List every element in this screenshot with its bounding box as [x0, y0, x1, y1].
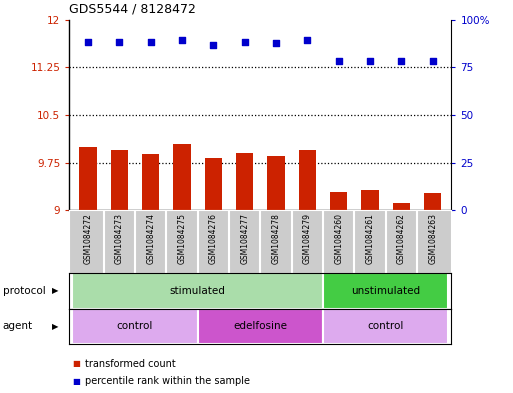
Text: GSM1084272: GSM1084272: [84, 213, 92, 264]
Point: [178, 37, 186, 43]
Text: ■: ■: [72, 377, 80, 386]
Point: [428, 57, 437, 64]
Bar: [323, 309, 448, 344]
Text: unstimulated: unstimulated: [351, 286, 420, 296]
Bar: [393, 203, 410, 210]
Text: GDS5544 / 8128472: GDS5544 / 8128472: [69, 3, 196, 16]
Bar: [323, 273, 448, 309]
Point: [147, 39, 155, 45]
Text: GSM1084273: GSM1084273: [115, 213, 124, 264]
Text: agent: agent: [3, 321, 33, 331]
Point: [241, 39, 249, 45]
Text: stimulated: stimulated: [170, 286, 226, 296]
Text: GSM1084260: GSM1084260: [334, 213, 343, 264]
Bar: [80, 147, 96, 210]
Bar: [424, 193, 441, 210]
Point: [115, 39, 124, 45]
Text: edelfosine: edelfosine: [233, 321, 287, 331]
Point: [84, 39, 92, 45]
Bar: [111, 150, 128, 210]
Bar: [198, 309, 323, 344]
Text: GSM1084277: GSM1084277: [240, 213, 249, 264]
Text: control: control: [367, 321, 404, 331]
Point: [397, 57, 405, 64]
Bar: [205, 158, 222, 210]
Text: GSM1084263: GSM1084263: [428, 213, 437, 264]
Text: ■: ■: [72, 359, 80, 368]
Point: [334, 57, 343, 64]
Bar: [361, 190, 379, 210]
Text: ▶: ▶: [52, 322, 58, 331]
Bar: [299, 150, 316, 210]
Text: GSM1084278: GSM1084278: [271, 213, 281, 264]
Point: [366, 57, 374, 64]
Text: control: control: [117, 321, 153, 331]
Text: GSM1084275: GSM1084275: [177, 213, 187, 264]
Text: percentile rank within the sample: percentile rank within the sample: [85, 376, 250, 386]
Text: ▶: ▶: [52, 286, 58, 295]
Text: GSM1084261: GSM1084261: [365, 213, 374, 264]
Text: protocol: protocol: [3, 286, 45, 296]
Bar: [236, 153, 253, 210]
Bar: [173, 143, 191, 210]
Point: [209, 42, 218, 48]
Bar: [330, 193, 347, 210]
Point: [303, 37, 311, 43]
Bar: [142, 154, 160, 210]
Text: transformed count: transformed count: [85, 358, 175, 369]
Point: [272, 40, 280, 47]
Text: GSM1084274: GSM1084274: [146, 213, 155, 264]
Text: GSM1084262: GSM1084262: [397, 213, 406, 264]
Bar: [72, 273, 323, 309]
Bar: [72, 309, 198, 344]
Bar: [267, 156, 285, 210]
Text: GSM1084276: GSM1084276: [209, 213, 218, 264]
Text: GSM1084279: GSM1084279: [303, 213, 312, 264]
